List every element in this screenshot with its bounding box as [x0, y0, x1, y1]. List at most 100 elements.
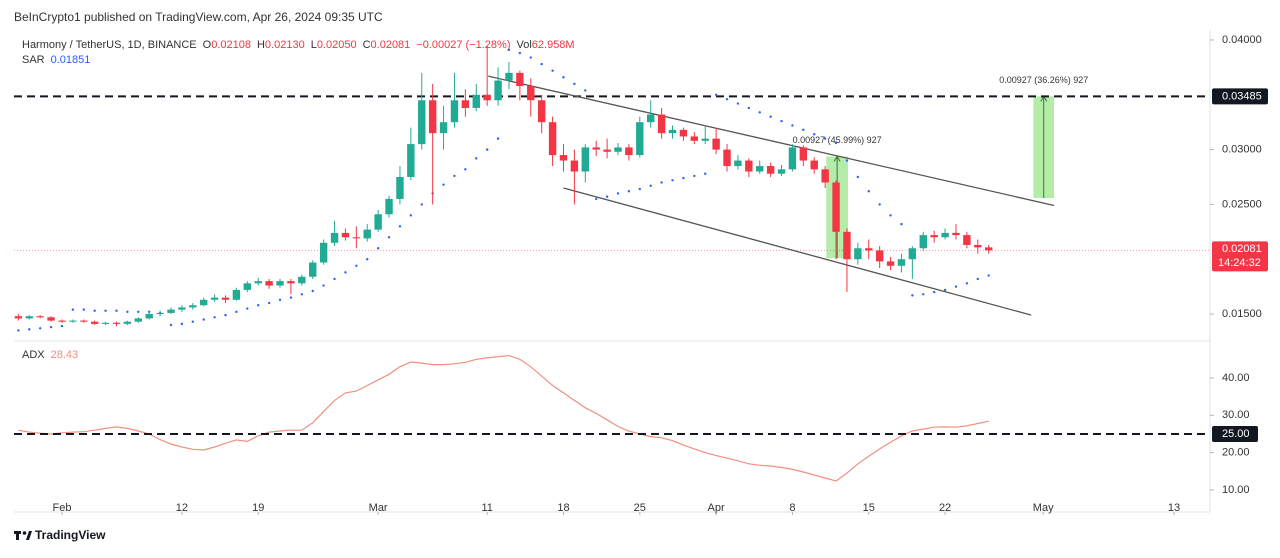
sar-dot	[845, 159, 849, 162]
sar-dot	[126, 310, 129, 314]
footer-logo	[14, 531, 32, 540]
header: BeInCrypto1 published on TradingView.com…	[14, 10, 383, 24]
sar-dot	[115, 309, 118, 312]
candle-body	[592, 147, 600, 150]
y-tick-label: 0.01500	[1222, 308, 1262, 320]
sar-dot	[878, 203, 881, 206]
candle-body	[396, 176, 404, 199]
sar-dot	[49, 325, 53, 329]
sar-dot	[954, 285, 958, 288]
candle-body	[941, 232, 949, 238]
sar-dot	[60, 324, 64, 328]
candle-body	[810, 160, 818, 170]
candle-body	[69, 320, 77, 322]
candle-body	[636, 122, 644, 156]
x-tick-label: Apr	[708, 502, 725, 514]
candle-body	[167, 309, 175, 313]
candle-body	[745, 160, 753, 172]
adx-value: 28.43	[51, 349, 79, 361]
sar-dot	[834, 141, 838, 145]
sar-dot	[616, 192, 620, 195]
ohlc-label: L	[311, 39, 317, 51]
candle-body	[668, 129, 677, 134]
sar-dot	[671, 179, 674, 182]
sar-dot	[355, 264, 358, 267]
sar-dot	[704, 172, 707, 175]
x-tick-label: 19	[252, 502, 264, 514]
sar-dot	[169, 323, 173, 327]
candle-body	[461, 100, 470, 108]
candle-body	[832, 182, 840, 232]
candle-body	[646, 114, 655, 123]
candle-body	[494, 80, 502, 101]
candle-body	[418, 100, 426, 145]
adx-line	[18, 354, 989, 482]
sar-dot	[322, 284, 325, 287]
candle-body	[363, 229, 371, 239]
candle-body	[298, 276, 306, 284]
candle-body	[47, 317, 55, 321]
candle-body	[516, 72, 524, 87]
candle-body	[189, 305, 197, 308]
sar-dot	[366, 258, 369, 261]
sar-dot	[191, 320, 195, 323]
sar-dot	[235, 310, 238, 314]
x-tick-label: May	[1033, 502, 1054, 514]
sar-dot	[932, 290, 936, 294]
hline-badge	[1212, 88, 1268, 105]
candle-body	[603, 149, 611, 152]
sar-dot	[17, 329, 20, 332]
sar-dot	[475, 157, 478, 160]
sar-dot	[518, 51, 522, 55]
candle-body	[14, 316, 23, 319]
sar-dot	[551, 69, 554, 72]
sar-dot	[289, 296, 293, 299]
candle-body	[886, 261, 895, 266]
sar-dot	[300, 293, 304, 296]
candle-body	[243, 283, 252, 290]
sar-dot	[333, 277, 336, 281]
candle-body	[756, 166, 764, 172]
candle-body	[439, 122, 448, 134]
sar-dot	[584, 89, 587, 92]
candle-body	[385, 198, 393, 215]
x-tick-label: 13	[1168, 502, 1180, 514]
candle-body	[210, 297, 219, 300]
candle-body	[766, 166, 775, 174]
sar-dot	[791, 124, 794, 127]
sar-dot	[485, 148, 489, 151]
candle-body	[265, 281, 273, 286]
sar-dot	[387, 236, 391, 239]
candle-body	[407, 144, 415, 177]
sar-dot	[976, 277, 979, 281]
sar-dot	[409, 214, 413, 217]
sar-dot	[780, 119, 783, 123]
trend-line	[563, 187, 1032, 316]
candle-body	[865, 248, 873, 251]
adx-y-tick-label: 40.00	[1222, 372, 1250, 384]
volume-label: Vol	[516, 39, 531, 51]
sar-dot	[573, 82, 576, 86]
sar-dot	[682, 176, 685, 180]
sar-value: 0.01851	[51, 54, 91, 66]
candle-body	[101, 322, 110, 324]
sar-dot	[71, 308, 75, 311]
sar-dot	[649, 184, 652, 187]
sar-dot	[442, 183, 445, 186]
ohlc-value: 0.02108	[211, 39, 251, 51]
candle-body	[352, 237, 361, 239]
price-badge-label: 0.02081	[1222, 243, 1262, 255]
sar-dot	[714, 93, 718, 96]
candle-body	[232, 289, 241, 300]
sar-dot	[180, 322, 184, 326]
y-tick-label: 0.03000	[1222, 143, 1262, 155]
ohlc-label: H	[257, 39, 265, 51]
candle-body	[156, 312, 164, 315]
adx-y-tick-label: 10.00	[1222, 484, 1250, 496]
sar-dot	[507, 48, 511, 52]
x-tick-label: 22	[939, 502, 951, 514]
adx-level-badge	[1212, 425, 1258, 442]
sar-dot	[104, 309, 107, 312]
sar-dot	[344, 271, 347, 274]
